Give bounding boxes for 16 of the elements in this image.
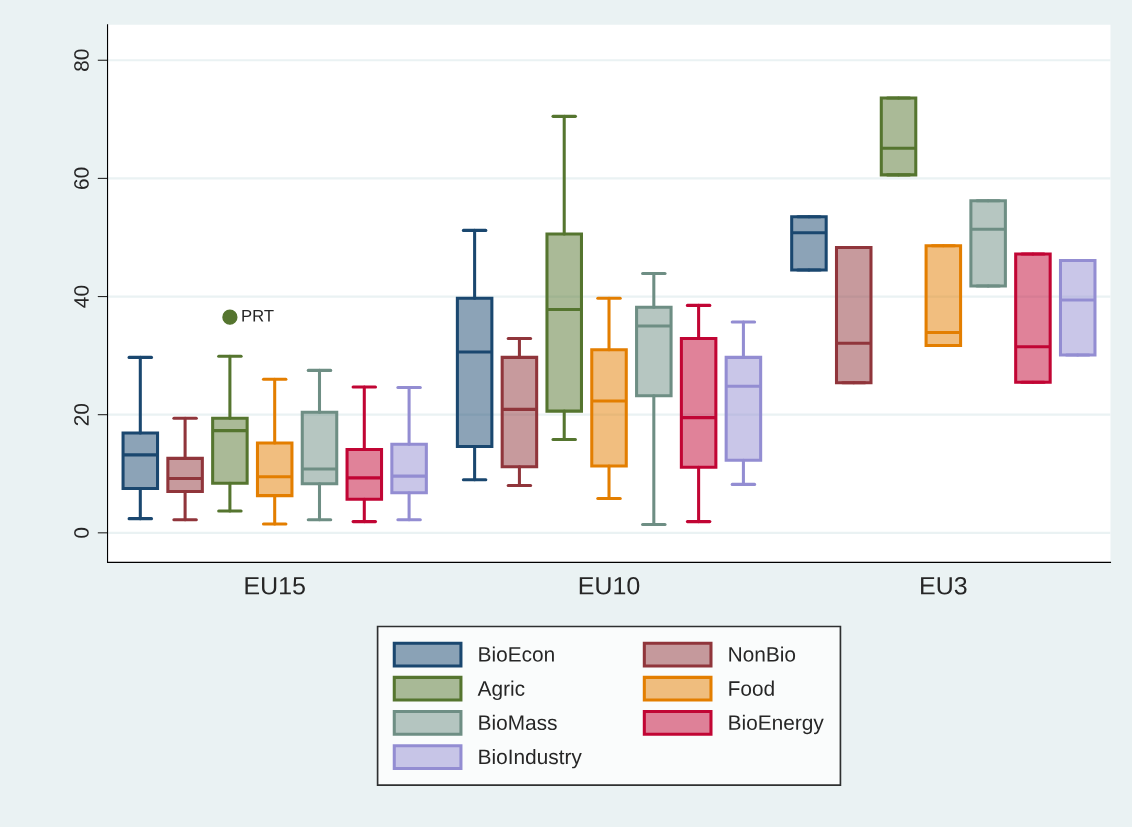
x-tick-label: EU3 [921,576,967,595]
legend-label: Food [729,680,774,696]
legend-label: Agric [477,680,525,701]
x-tick-label: EU10 [579,576,640,595]
y-tick-label: 80 [74,49,89,71]
legend-label: BioMass [479,714,557,731]
x-tick-label: EU15 [245,577,305,595]
legend-label: BioIndustry [479,748,582,769]
y-tick-label: 60 [74,167,89,189]
legend-label: BioEcon [479,646,554,662]
y-tick-label: 20 [74,403,89,426]
annotation: PRT [242,310,274,322]
legend-label: BioEnergy [729,714,824,735]
y-tick-label: 0 [74,527,89,538]
legend-label: NonBio [729,646,796,662]
y-tick-label: 40 [74,285,89,308]
